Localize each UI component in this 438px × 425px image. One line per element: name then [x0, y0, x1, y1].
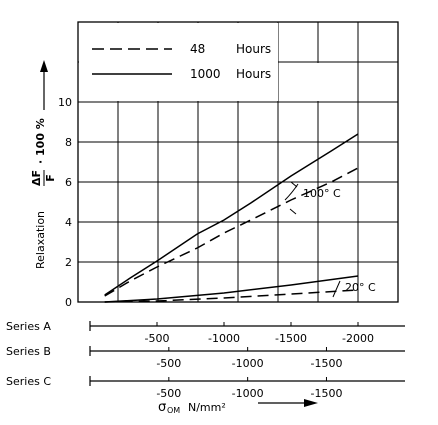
x-axis-subscript: OM: [167, 406, 180, 415]
y-tick-label-6: 6: [65, 176, 72, 189]
scale-tick-label-0-1: -1000: [208, 332, 240, 345]
x-axis-symbol: σ: [158, 400, 166, 415]
series-20c-1000h: [104, 275, 359, 303]
y-tick-label-4: 4: [65, 216, 72, 229]
y-tick-labels: 0 2 4 6 8 10: [58, 96, 72, 309]
legend-unit-1000h: Hours: [236, 67, 271, 81]
curves: [104, 133, 359, 303]
scale-label-0: Series A: [6, 320, 51, 333]
y-tick-label-8: 8: [65, 136, 72, 149]
scale-tick-label-0-0: -500: [145, 332, 170, 345]
legend-label-1000h: 1000: [190, 67, 221, 81]
legend-background: [79, 23, 278, 101]
scale-tick-label-1-0: -500: [156, 357, 181, 370]
upper-blank-panel: [279, 63, 357, 101]
scale-label-2: Series C: [6, 375, 51, 388]
annotation-20c: 20° C: [345, 281, 376, 294]
annotation-100c-tick-low: [289, 208, 297, 215]
scale-label-1: Series B: [6, 345, 51, 358]
series-20c-48h: [104, 289, 359, 303]
legend-unit-48h: Hours: [236, 42, 271, 56]
scale-tick-label-0-2: -1500: [275, 332, 307, 345]
legend: 48 Hours 1000 Hours: [92, 42, 271, 81]
y-tick-label-10: 10: [58, 96, 72, 109]
scale-tick-label-1-2: -1500: [310, 357, 342, 370]
y-formula-suffix: · 100 %: [34, 118, 47, 164]
scale-tick-label-1-1: -1000: [232, 357, 264, 370]
series-100c-1000h: [104, 133, 359, 296]
annotation-100c-leader: [284, 183, 299, 201]
annotation-100c-tick-high: [290, 181, 298, 188]
annotation-100c: 100° C: [303, 187, 341, 200]
legend-label-48h: 48: [190, 42, 205, 56]
annotation-20c-leader: [332, 280, 341, 298]
scale-tick-label-2-2: -1500: [310, 387, 342, 400]
scale-tick-label-0-3: -2000: [342, 332, 374, 345]
scale-tick-label-2-0: -500: [156, 387, 181, 400]
scale-tick-label-2-1: -1000: [232, 387, 264, 400]
plot-frame: [77, 21, 399, 303]
y-formula-denominator: F: [44, 174, 57, 182]
y-formula-numerator: ΔF: [30, 170, 43, 186]
grid: [78, 22, 398, 302]
y-axis-arrow-head: [40, 60, 48, 72]
y-axis-label: Relaxation: [34, 211, 47, 269]
x-axis-unit: N/mm²: [188, 401, 226, 414]
x-axis-arrow-head: [304, 399, 318, 407]
y-tick-label-0: 0: [65, 296, 72, 309]
y-tick-label-2: 2: [65, 256, 72, 269]
series-100c-48h: [104, 167, 359, 297]
